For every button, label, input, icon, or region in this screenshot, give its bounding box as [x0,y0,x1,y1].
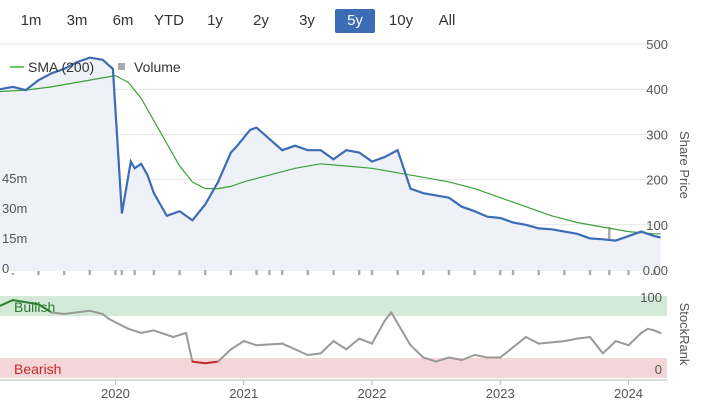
stockrank-ytick-0: 0 [655,362,662,377]
x-axis-ticks: 2020 2021 2022 2023 2024 [101,380,643,401]
price-ytick-label: 100 [646,218,668,233]
stockrank-segment [383,311,393,322]
stockrank-segment [229,340,245,351]
x-tick-label: 2021 [229,386,258,401]
sma-line [0,74,661,235]
price-ytick-label: 0.00 [643,263,668,278]
stockrank-segment [460,354,476,361]
price-ytick-label: 200 [646,173,668,188]
stockrank-segment [576,336,591,340]
stockrank-ytick-100: 100 [640,290,662,305]
stockrank-segment [306,352,322,356]
stockrank-axis-label: StockRank [677,303,692,366]
range-selector: 1m 3m 6m YTD 1y 2y 3y 5y 10y All [0,6,480,36]
stockrank-segment [422,356,438,363]
price-ytick-label: 400 [646,82,668,97]
volume-ytick-label: 15m [2,231,27,246]
volume-ytick-label: 45m [2,171,27,186]
range-ytd-button[interactable]: YTD [154,12,184,29]
stockrank-segment [390,311,412,347]
stockrank-segment [473,354,489,359]
stockrank-segment [127,327,143,334]
stockrank-segment [601,340,617,355]
volume-bar [11,273,15,275]
volume-legend-swatch [118,63,125,70]
stockrank-segment [0,299,14,307]
stockrank-segment [281,342,309,356]
stockrank-segment [653,329,662,334]
range-2y-button[interactable]: 2y [253,12,269,29]
stockrank-line [0,299,662,365]
range-1m-button[interactable]: 1m [20,12,42,29]
x-tick-label: 2022 [358,386,387,401]
stockrank-segment [345,337,361,351]
price-ytick-label: 500 [646,37,668,52]
stockrank-segment [319,340,335,355]
stockrank-segment [108,318,130,330]
range-1y-button[interactable]: 1y [207,12,223,29]
stockrank-segment [11,299,40,306]
bearish-label: Bearish [14,361,61,377]
stockrank-segment [217,348,232,363]
stockrank-segment [332,340,348,351]
price-yticks: 0.00 100 200 300 400 500 [643,37,668,278]
price-axis-label: Share Price [677,131,692,199]
stockrank-segment [191,360,207,365]
stockrank-segment [63,309,91,315]
bearish-band [0,358,667,378]
x-tick-label: 2024 [614,386,643,401]
stockrank-segment [646,327,656,332]
stockrank-segment [589,336,604,355]
x-tick-label: 2023 [486,386,515,401]
volume-bar [37,271,40,275]
stockrank-segment [101,313,110,320]
stockrank-segment [172,331,187,338]
volume-legend-label: Volume [134,59,181,75]
volume-bar [62,271,66,275]
volume-bar [88,269,91,275]
stockrank-segment [614,340,630,347]
range-6m-button[interactable]: 6m [112,12,134,29]
stockrank-segment [524,336,540,345]
volume-ytick-label: 30m [2,201,27,216]
price-area [0,57,661,270]
bullish-label: Bullish [14,299,55,315]
price-line [0,56,661,242]
stockrank-segment [627,331,643,347]
stockrank-segment [140,329,155,334]
x-tick-label: 2020 [101,386,130,401]
bullish-band [0,296,667,316]
range-all-button[interactable]: All [438,12,456,29]
stockrank-segment [409,344,425,359]
stockrank-segment [435,356,450,363]
stockrank-segment [37,303,53,314]
stockrank-segment [255,342,284,347]
stockrank-segment [50,311,66,315]
stockrank-segment [152,329,175,338]
sma-legend-label: SMA (200) [28,59,94,75]
stockrank-segment [204,360,220,365]
stockrank-segment [563,337,579,343]
stockrank-segment [640,327,649,334]
price-ytick-label: 300 [646,127,668,142]
range-3y-button[interactable]: 3y [299,12,315,29]
stockrank-segment [371,319,386,345]
volume-ytick-label: 0 [2,261,9,276]
range-5y-button[interactable]: 5y [335,9,375,33]
stockrank-segment [242,340,258,347]
stockrank-segment [447,356,463,361]
stockrank-segment [499,336,527,359]
volume-yticks: 0 15m 30m 45m [2,171,27,276]
stockrank-segment [537,340,566,345]
stockrank-segment [185,331,194,363]
range-3m-button[interactable]: 3m [66,12,88,29]
stockrank-segment [358,337,373,345]
stockrank-segment [88,309,104,315]
legend: SMA (200) Volume [10,59,181,75]
range-10y-button[interactable]: 10y [388,12,414,29]
